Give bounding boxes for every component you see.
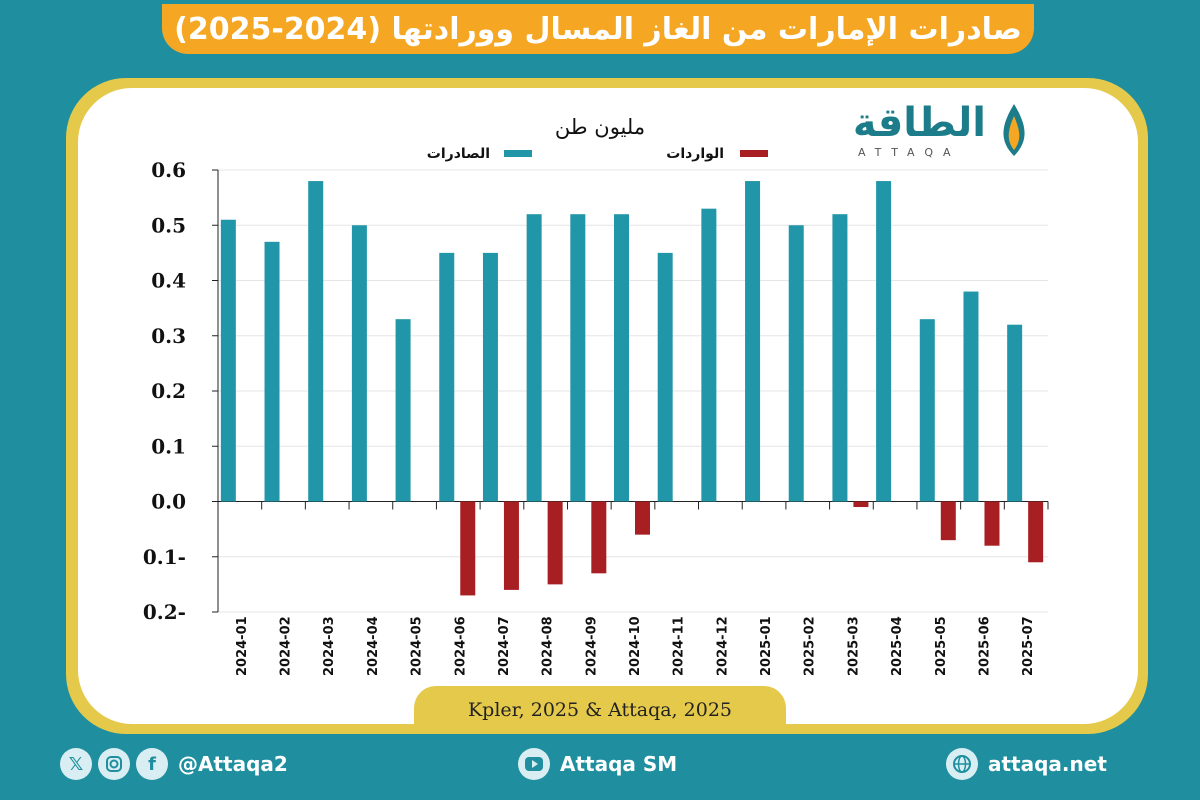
globe-icon[interactable] (946, 748, 978, 780)
youtube-channel[interactable]: Attaqa SM (560, 752, 678, 776)
bar-exports (439, 252, 455, 502)
bar-exports (963, 291, 979, 502)
legend-swatch-exports (504, 150, 532, 157)
chart-plot: 0.6 0.5 0.4 0.3 0.2 0.1 0.0 0.1- 0.2- 2024-01 2024… (143, 115, 1049, 676)
x-tick-label: 2025-01 (759, 616, 774, 676)
chart-title: صادرات الإمارات من الغاز المسال وورادتها… (162, 4, 1034, 54)
y-tick-label: 0.0 (151, 490, 186, 514)
bar-exports (351, 225, 367, 502)
logo-latin: ATTAQA (858, 146, 961, 159)
footer: 𝕏 f @Attaqa2 Attaqa SM attaqa.net (0, 744, 1200, 788)
bar-exports (264, 241, 280, 502)
y-tick-label: 0.6 (151, 158, 186, 182)
bar-imports (853, 501, 869, 508)
bar-exports (482, 252, 498, 502)
x-tick-label: 2025-07 (1021, 616, 1036, 676)
bar-imports (635, 501, 650, 535)
chart-card: 0.6 0.5 0.4 0.3 0.2 0.1 0.0 0.1- 0.2- 2024-01 2024… (78, 88, 1138, 724)
bar-exports (701, 208, 717, 502)
bar-exports (745, 181, 761, 502)
bar-imports (984, 501, 1000, 546)
x-tick-label: 2024-02 (279, 616, 294, 676)
x-tick-label: 2025-03 (846, 616, 861, 676)
bar-exports (788, 225, 804, 502)
bar-imports (591, 501, 607, 574)
facebook-icon[interactable]: f (136, 748, 168, 780)
y-tick-label: 0.4 (151, 269, 186, 293)
legend-label-imports: الواردات (666, 146, 724, 162)
x-tick-label: 2024-12 (715, 616, 730, 676)
bar-exports (570, 214, 586, 502)
bar-exports (876, 181, 892, 502)
x-tick-label: 2024-08 (541, 616, 556, 676)
x-tick-label: 2024-07 (497, 616, 512, 676)
attaqa-logo: الطاقة ATTAQA (852, 100, 1032, 162)
x-tick-label: 2024-05 (410, 616, 425, 676)
bar-imports (1028, 501, 1044, 563)
youtube-icon[interactable] (518, 748, 550, 780)
bar-imports (940, 501, 956, 541)
bar-exports (395, 319, 411, 502)
legend-swatch-imports (740, 150, 768, 157)
x-tick-label: 2025-05 (934, 616, 949, 676)
y-tick-label: 0.3 (151, 324, 186, 348)
social-handle[interactable]: @Attaqa2 (178, 752, 288, 776)
bar-imports (547, 501, 563, 585)
y-tick-label: 0.2 (151, 379, 186, 403)
source-label: Kpler, 2025 & Attaqa, 2025 (414, 686, 786, 734)
y-tick-label: 0.1- (143, 545, 186, 569)
logo-arabic: الطاقة (852, 100, 986, 146)
x-tick-label: 2024-01 (235, 616, 250, 676)
x-tick-label: 2024-09 (584, 616, 599, 676)
x-tick-label: 2024-06 (453, 616, 468, 676)
flame-drop-icon (1003, 104, 1025, 156)
x-tick-label: 2024-04 (366, 616, 381, 676)
bar-exports (526, 214, 542, 502)
x-tick-label: 2025-04 (890, 616, 905, 676)
bar-imports (460, 501, 476, 596)
bar-exports (220, 219, 236, 502)
x-tick-label: 2024-10 (628, 616, 643, 676)
x-icon[interactable]: 𝕏 (60, 748, 92, 780)
y-tick-label: 0.5 (151, 213, 186, 237)
website-link[interactable]: attaqa.net (988, 752, 1107, 776)
bar-exports (832, 214, 848, 502)
unit-label: مليون طن (555, 115, 645, 139)
y-tick-label: 0.1 (151, 434, 186, 458)
x-tick-label: 2025-06 (977, 616, 992, 676)
bar-exports (1007, 324, 1023, 502)
x-tick-label: 2024-03 (322, 616, 337, 676)
bar-exports (919, 319, 935, 502)
legend-label-exports: الصادرات (427, 146, 490, 162)
x-tick-label: 2025-02 (803, 616, 818, 676)
bar-exports (614, 214, 629, 502)
bar-imports (503, 501, 519, 590)
bar-exports (308, 181, 324, 502)
bar-exports (657, 252, 673, 502)
x-tick-label: 2024-11 (672, 616, 687, 676)
y-tick-label: 0.2- (143, 600, 186, 624)
instagram-icon[interactable] (98, 748, 130, 780)
